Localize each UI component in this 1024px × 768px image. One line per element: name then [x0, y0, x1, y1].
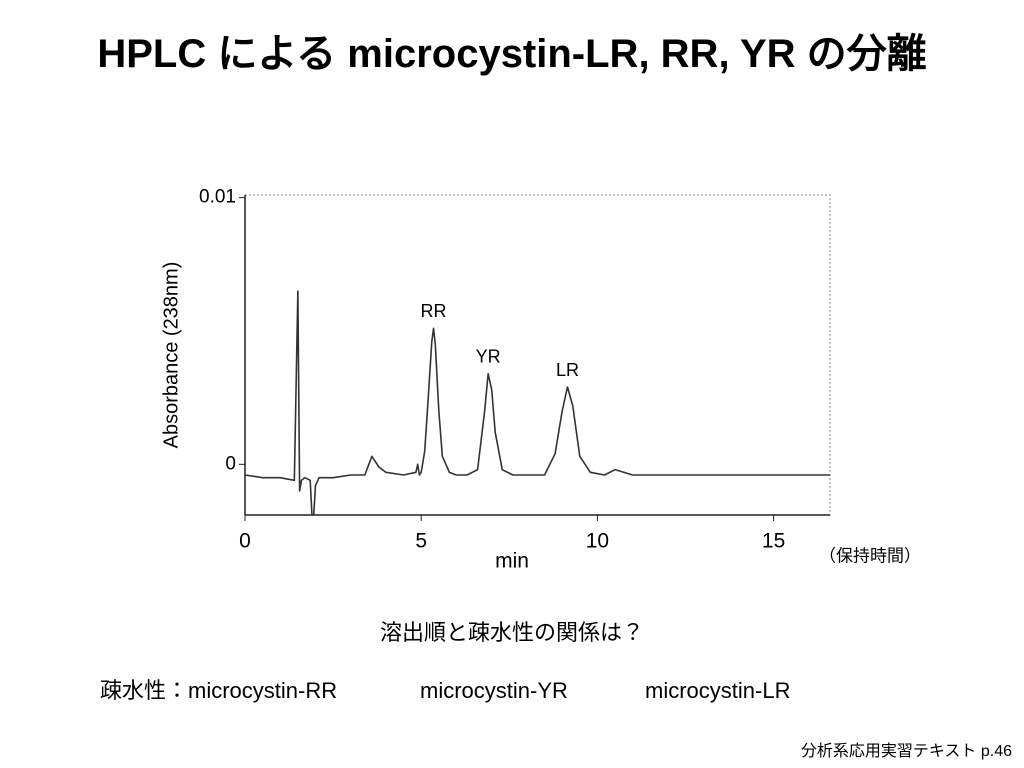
trace: [244, 290, 830, 516]
hydrophobicity-item: microcystin-YR: [420, 678, 568, 703]
axis-note: （保持時間）: [819, 546, 921, 565]
x-axis-label: min: [495, 550, 529, 573]
peak-label: LR: [556, 360, 579, 380]
y-tick-label: 0: [225, 453, 236, 474]
source: 分析系応用実習テキスト p.46: [801, 742, 1012, 760]
y-axis-label: Absorbance (238nm): [160, 262, 182, 449]
x-tick-label: 5: [415, 530, 427, 553]
question: 溶出順と疎水性の関係は？: [380, 620, 644, 645]
slide-title: HPLC による microcystin-LR, RR, YR の分離: [97, 32, 927, 76]
x-tick-label: 15: [762, 530, 785, 553]
x-tick-label: 0: [239, 530, 251, 553]
hydrophobicity-label: 疎水性：microcystin-RR: [100, 678, 337, 703]
peak-label: YR: [476, 346, 501, 366]
x-tick-label: 10: [586, 530, 609, 553]
plot-frame: [244, 194, 831, 516]
peak-label: RR: [421, 301, 447, 321]
y-tick-label: 0.01: [199, 187, 236, 208]
hydrophobicity-item: microcystin-LR: [645, 678, 790, 703]
